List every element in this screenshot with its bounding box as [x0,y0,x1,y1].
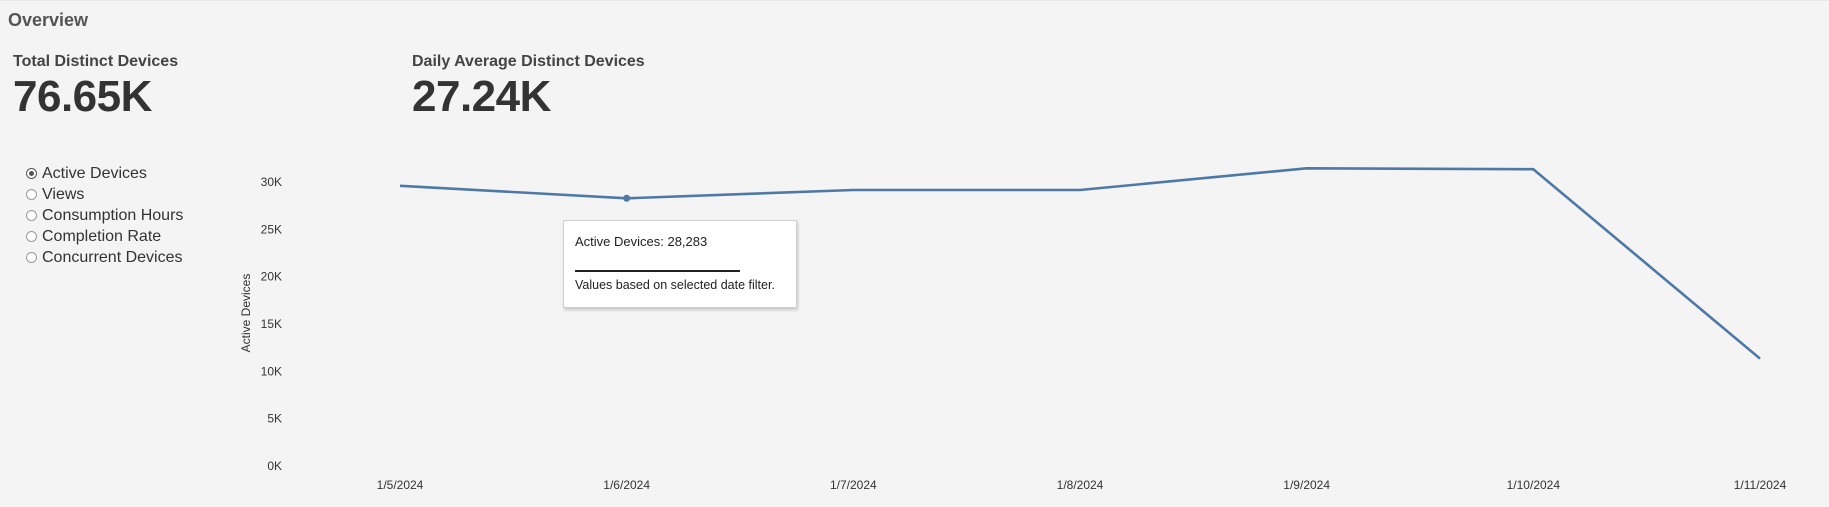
y-axis: 0K 5K 10K 15K 20K 25K 30K [261,175,282,473]
metric-option-label: Concurrent Devices [42,248,183,266]
data-point-highlighted[interactable] [623,194,631,202]
radio-selected-icon[interactable] [26,168,37,179]
radio-icon[interactable] [26,252,37,263]
kpi-label: Daily Average Distinct Devices [412,53,645,70]
y-tick-label: 25K [261,222,282,236]
x-tick-label: 1/9/2024 [1283,478,1330,492]
kpi-total-distinct-devices: Total Distinct Devices 76.65K [13,53,178,119]
radio-icon[interactable] [26,231,37,242]
tooltip-value: Active Devices: 28,283 [575,234,708,249]
y-tick-label: 0K [267,459,282,473]
x-tick-label: 1/11/2024 [1734,478,1787,492]
metric-option-concurrent-devices[interactable]: Concurrent Devices [26,247,183,268]
x-tick-label: 1/10/2024 [1507,478,1561,492]
metric-selector: Active Devices Views Consumption Hours C… [26,163,183,268]
kpi-daily-average-distinct-devices: Daily Average Distinct Devices 27.24K [412,53,645,119]
x-tick-label: 1/8/2024 [1057,478,1104,492]
x-tick-label: 1/5/2024 [377,478,424,492]
tooltip-note: Values based on selected date filter. [575,278,775,292]
chart-tooltip: Active Devices: 28,283 Values based on s… [563,220,797,308]
metric-option-label: Active Devices [42,164,147,182]
y-tick-label: 10K [261,364,282,378]
radio-icon[interactable] [26,210,37,221]
kpi-label: Total Distinct Devices [13,53,179,70]
kpi-value: 76.65K [13,72,152,121]
radio-icon[interactable] [26,189,37,200]
kpi-value: 27.24K [412,72,551,121]
metric-option-label: Views [42,185,85,203]
metric-option-label: Consumption Hours [42,206,184,224]
y-tick-label: 5K [267,412,282,426]
tooltip-divider [575,270,740,272]
data-points [623,194,631,202]
x-tick-label: 1/7/2024 [830,478,877,492]
y-tick-label: 20K [261,270,282,284]
metric-option-consumption-hours[interactable]: Consumption Hours [26,205,183,226]
y-axis-title: Active Devices [239,274,253,353]
metric-option-label: Completion Rate [42,227,162,245]
metric-option-active-devices[interactable]: Active Devices [26,163,183,184]
x-tick-label: 1/6/2024 [603,478,650,492]
y-tick-label: 30K [261,175,282,189]
x-axis: 1/5/2024 1/6/2024 1/7/2024 1/8/2024 1/9/2024… [377,478,1787,492]
y-tick-label: 15K [261,317,282,331]
section-title: Overview [8,10,89,30]
metric-option-views[interactable]: Views [26,184,183,205]
metric-option-completion-rate[interactable]: Completion Rate [26,226,183,247]
